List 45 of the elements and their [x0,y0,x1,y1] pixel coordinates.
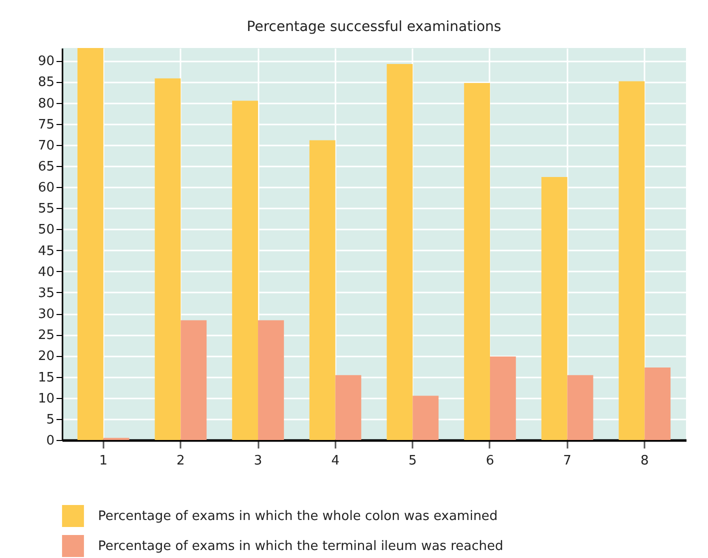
legend-label: Percentage of exams in which the terminal ileum was reached [98,539,504,554]
y-tick-label: 90 [38,54,54,70]
x-tick-label: 3 [254,454,262,468]
bar [232,100,258,440]
y-tick-label: 85 [38,75,54,90]
bar [77,48,104,440]
y-tick-label: 10 [38,391,54,406]
y-tick-label: 70 [38,138,54,154]
x-tick-label: 2 [176,454,185,468]
x-tick-label: 7 [563,454,572,468]
bar [490,356,516,440]
y-tick-label: 75 [38,117,54,132]
bar [335,375,362,440]
x-tick-label: 6 [486,454,494,468]
y-tick-label: 55 [38,202,54,217]
bar [154,78,181,440]
y-tick-label: 15 [38,370,54,386]
y-tick-label: 20 [38,349,54,364]
chart-title: Percentage successful examinations [246,19,502,35]
bar [618,81,645,440]
bar [180,320,207,440]
bar [644,368,671,440]
bar [567,375,594,440]
y-tick-label: 5 [46,412,54,428]
y-tick-label: 25 [38,328,54,344]
y-tick-label: 50 [38,222,54,238]
bar [386,64,413,440]
bar [541,176,568,440]
y-tick-label: 60 [38,180,54,196]
y-tick-label: 35 [38,286,54,301]
x-tick-label: 8 [640,454,649,468]
y-tick-label: 30 [38,307,54,322]
legend-label: Percentage of exams in which the whole colon was examined [98,509,498,524]
bar [309,140,336,440]
bar [412,396,439,440]
x-tick-label: 4 [331,454,340,468]
y-tick-label: 65 [38,160,54,175]
y-tick-label: 80 [38,96,54,112]
y-tick-label: 45 [38,244,54,259]
bar [464,82,490,440]
x-tick-label: 5 [408,454,417,468]
bar [258,320,284,440]
y-tick-label: 0 [46,434,54,448]
x-tick-label: 1 [99,454,108,468]
y-tick-label: 40 [38,264,54,280]
